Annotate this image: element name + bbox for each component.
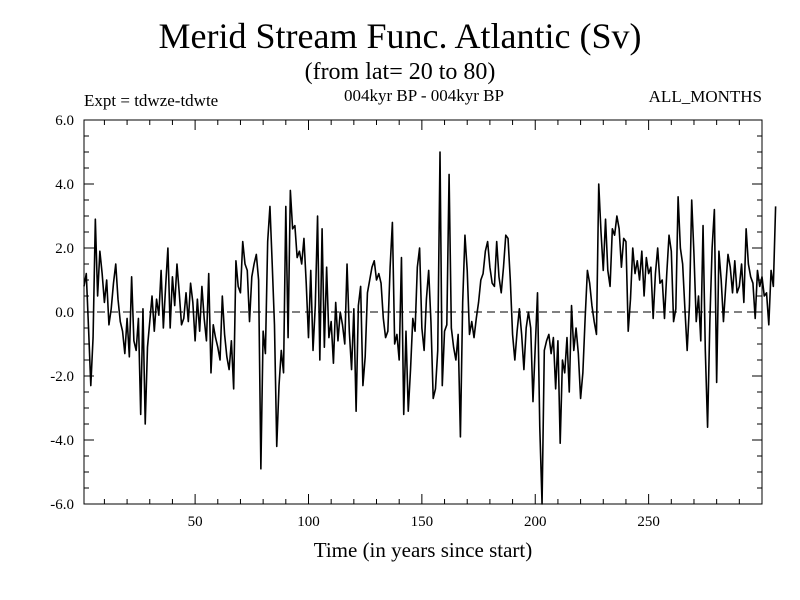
y-tick-label: -6.0 <box>50 497 74 513</box>
y-tick-label: 4.0 <box>55 177 74 193</box>
experiment-label: Expt = tdwze-tdwte <box>84 91 219 110</box>
chart-title: Merid Stream Func. Atlantic (Sv) <box>158 16 642 56</box>
x-tick-label: 250 <box>637 514 660 530</box>
major-ticks <box>84 119 762 505</box>
tick-labels: 50 100 150 200 250 -6.0 -4.0 -2.0 0.0 2.0 4.0 6.0 <box>50 113 660 530</box>
x-tick-label: 50 <box>188 514 203 530</box>
x-axis-label: Time (in years since start) <box>314 538 533 562</box>
x-tick-label: 150 <box>411 514 434 530</box>
chart-subtitle: (from lat= 20 to 80) <box>304 59 496 85</box>
months-label: ALL_MONTHS <box>648 87 762 106</box>
x-tick-label: 100 <box>297 514 320 530</box>
y-tick-label: 2.0 <box>55 241 74 257</box>
y-tick-label: 0.0 <box>55 305 74 321</box>
series-line <box>83 151 777 505</box>
series-group <box>83 151 777 505</box>
y-tick-label: -4.0 <box>50 433 74 449</box>
y-tick-label: -2.0 <box>50 369 74 385</box>
x-tick-label: 200 <box>524 514 547 530</box>
y-tick-label: 6.0 <box>55 113 74 129</box>
minor-ticks <box>84 120 762 504</box>
period-label: 004kyr BP - 004kyr BP <box>344 86 504 105</box>
